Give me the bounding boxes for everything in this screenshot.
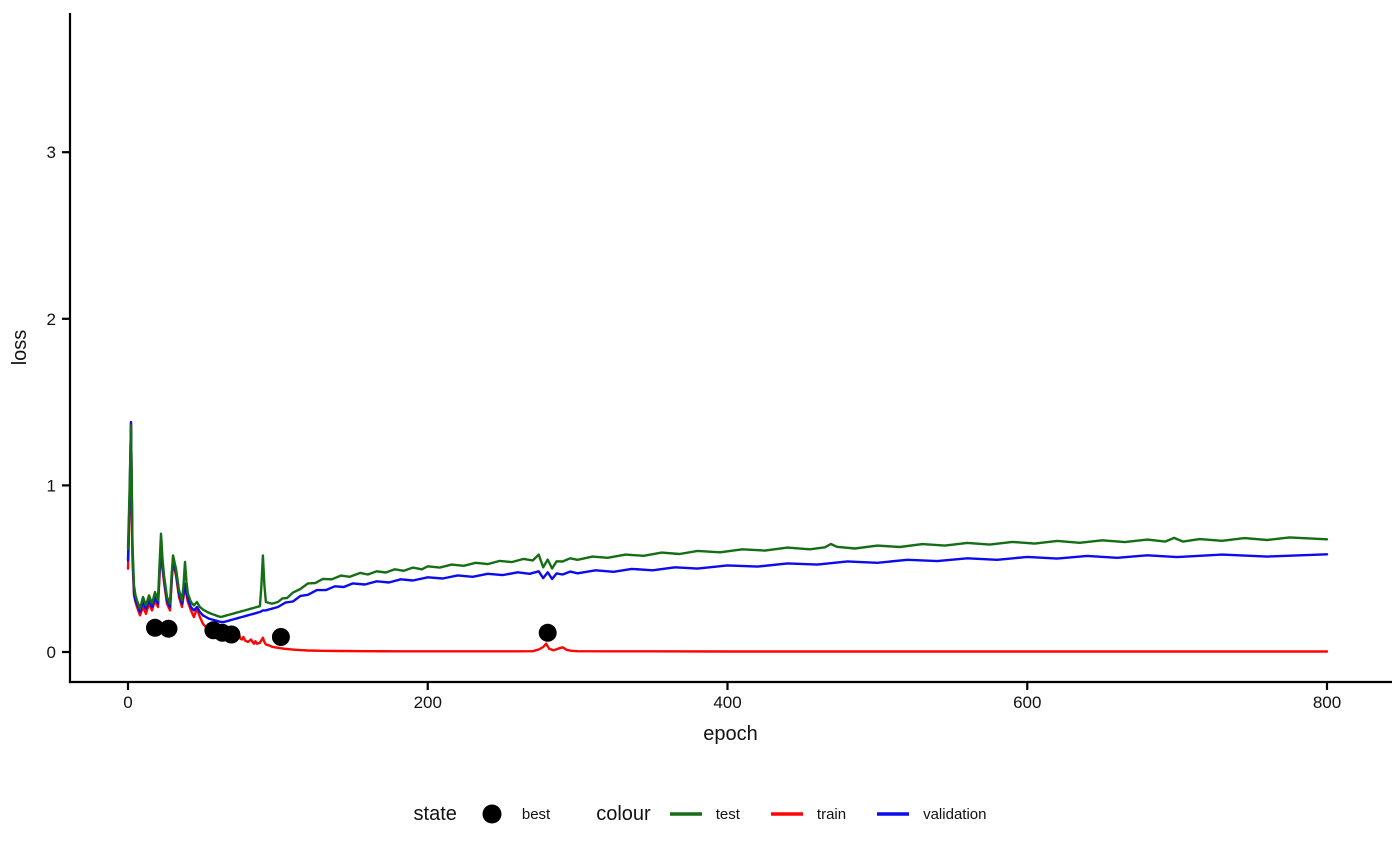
legend-title-colour: colour — [596, 802, 651, 825]
series-line-train — [126, 422, 1329, 653]
y-axis-title: loss — [9, 330, 31, 366]
legend-group-state: state best — [414, 803, 551, 826]
x-tick-label: 800 — [1313, 693, 1341, 712]
legend-group-colour: colour test train validation — [596, 803, 986, 826]
best-point — [146, 618, 164, 637]
y-tick-label: 3 — [47, 143, 56, 162]
x-tick-label: 400 — [713, 693, 741, 712]
validation-line-key-icon — [876, 803, 910, 825]
y-tick-label: 2 — [47, 310, 56, 329]
train-line-key-icon — [770, 803, 804, 825]
x-tick-label: 600 — [1013, 693, 1041, 712]
best-point — [271, 628, 290, 646]
y-tick-label: 0 — [47, 643, 56, 662]
series-line-validation — [126, 420, 1329, 624]
chart-legend: state best colour test train validation — [0, 794, 1400, 834]
legend-title-state: state — [413, 802, 457, 825]
legend-item-train: train — [770, 803, 846, 825]
best-point — [222, 625, 241, 644]
y-tick-label: 1 — [47, 476, 56, 495]
x-tick-label: 200 — [414, 693, 442, 712]
test-line-key-icon — [669, 803, 703, 825]
legend-label-validation: validation — [923, 805, 987, 823]
series-line-test — [126, 424, 1329, 619]
legend-label-best: best — [521, 805, 551, 823]
best-dot-icon — [475, 803, 509, 825]
legend-label-train: train — [816, 805, 847, 823]
legend-item-validation: validation — [876, 803, 986, 825]
best-point — [538, 623, 557, 642]
legend-item-test: test — [669, 803, 740, 825]
legend-series-items: test train validation — [669, 803, 986, 825]
x-axis-title: epoch — [703, 723, 758, 745]
legend-item-best: best — [475, 803, 550, 825]
legend-label-test: test — [715, 805, 740, 823]
best-point — [159, 619, 178, 638]
x-tick-label: 0 — [123, 693, 132, 712]
